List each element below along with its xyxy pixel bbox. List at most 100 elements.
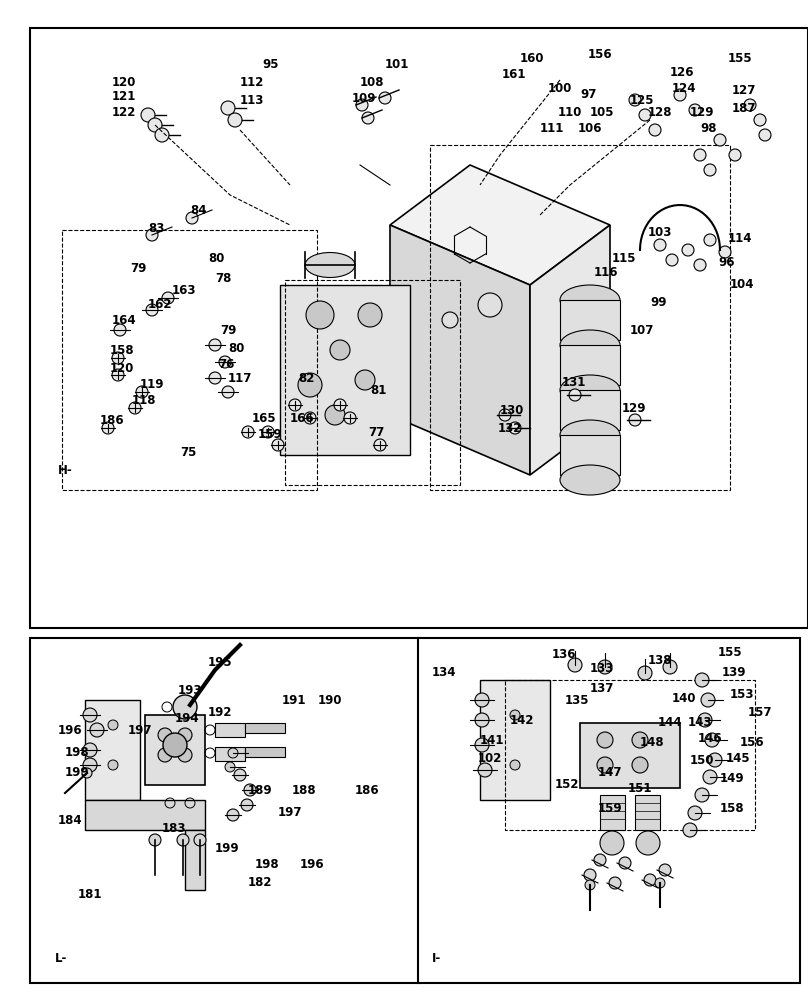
Circle shape — [148, 118, 162, 132]
Circle shape — [82, 768, 92, 778]
Circle shape — [304, 412, 316, 424]
Text: 129: 129 — [690, 105, 714, 118]
Bar — [600, 795, 625, 830]
Text: 132: 132 — [498, 422, 523, 434]
Text: 156: 156 — [740, 736, 764, 748]
Circle shape — [510, 710, 520, 720]
Text: I-: I- — [432, 952, 441, 964]
Text: 162: 162 — [148, 298, 172, 312]
Polygon shape — [530, 225, 610, 475]
Circle shape — [654, 239, 666, 251]
Text: 197: 197 — [128, 724, 153, 736]
Text: 113: 113 — [240, 94, 264, 106]
Text: 143: 143 — [688, 716, 713, 728]
Text: 75: 75 — [180, 446, 196, 458]
Text: 115: 115 — [612, 251, 637, 264]
Text: 153: 153 — [730, 688, 755, 702]
Bar — [245, 723, 285, 733]
Circle shape — [478, 763, 492, 777]
Bar — [145, 715, 205, 785]
Text: 192: 192 — [208, 706, 233, 718]
Circle shape — [639, 109, 651, 121]
Circle shape — [330, 340, 350, 360]
Bar — [505, 680, 755, 830]
Text: 184: 184 — [58, 814, 82, 826]
Circle shape — [194, 834, 206, 846]
Circle shape — [272, 439, 284, 451]
Text: 102: 102 — [478, 752, 503, 764]
Text: 195: 195 — [208, 656, 233, 668]
Text: 138: 138 — [648, 654, 672, 666]
Text: 83: 83 — [148, 222, 164, 234]
Text: 122: 122 — [112, 105, 137, 118]
Text: 114: 114 — [728, 232, 752, 244]
Text: 146: 146 — [698, 732, 722, 744]
Circle shape — [568, 658, 582, 672]
Text: 165: 165 — [252, 412, 276, 424]
Circle shape — [186, 212, 198, 224]
Text: 186: 186 — [355, 784, 380, 796]
Circle shape — [83, 743, 97, 757]
Text: 107: 107 — [630, 324, 654, 336]
Circle shape — [714, 134, 726, 146]
Text: 158: 158 — [110, 344, 135, 357]
Bar — [560, 300, 620, 340]
Polygon shape — [280, 285, 410, 455]
Circle shape — [362, 112, 374, 124]
Circle shape — [209, 372, 221, 384]
Circle shape — [344, 412, 356, 424]
Text: 127: 127 — [732, 84, 756, 97]
Text: 189: 189 — [248, 784, 272, 796]
Text: 111: 111 — [540, 121, 564, 134]
Circle shape — [744, 99, 756, 111]
Circle shape — [695, 788, 709, 802]
Circle shape — [694, 259, 706, 271]
Circle shape — [659, 864, 671, 876]
Circle shape — [644, 874, 656, 886]
Text: 101: 101 — [385, 58, 410, 72]
Circle shape — [225, 762, 235, 772]
Text: 105: 105 — [590, 105, 615, 118]
Circle shape — [162, 292, 174, 304]
Bar — [635, 795, 660, 830]
Circle shape — [163, 733, 187, 757]
Text: 193: 193 — [178, 684, 203, 696]
Circle shape — [129, 402, 141, 414]
Circle shape — [355, 370, 375, 390]
Text: 160: 160 — [520, 51, 545, 64]
Text: 199: 199 — [215, 842, 240, 854]
Circle shape — [499, 409, 511, 421]
Bar — [560, 345, 620, 385]
Circle shape — [146, 229, 158, 241]
Circle shape — [442, 312, 458, 328]
Text: 145: 145 — [726, 752, 751, 764]
Circle shape — [173, 695, 197, 719]
Text: 151: 151 — [628, 782, 653, 794]
Text: 108: 108 — [360, 76, 385, 89]
Circle shape — [306, 301, 334, 329]
Text: 82: 82 — [298, 371, 314, 384]
Circle shape — [694, 149, 706, 161]
Circle shape — [638, 666, 652, 680]
Circle shape — [569, 389, 581, 401]
Text: 103: 103 — [648, 226, 672, 238]
Circle shape — [666, 254, 678, 266]
Ellipse shape — [560, 420, 620, 450]
Circle shape — [155, 128, 169, 142]
Text: 81: 81 — [370, 383, 386, 396]
Text: 136: 136 — [552, 648, 576, 662]
Text: 188: 188 — [292, 784, 317, 796]
Circle shape — [356, 99, 368, 111]
Circle shape — [242, 426, 254, 438]
Text: 135: 135 — [565, 694, 590, 706]
Text: 158: 158 — [720, 802, 745, 814]
Circle shape — [102, 422, 114, 434]
Text: 181: 181 — [78, 888, 103, 902]
Text: 159: 159 — [598, 802, 623, 814]
Ellipse shape — [560, 285, 620, 315]
Text: 144: 144 — [658, 716, 683, 728]
Text: 124: 124 — [672, 82, 696, 95]
Circle shape — [112, 352, 124, 364]
Circle shape — [703, 770, 717, 784]
Circle shape — [289, 399, 301, 411]
